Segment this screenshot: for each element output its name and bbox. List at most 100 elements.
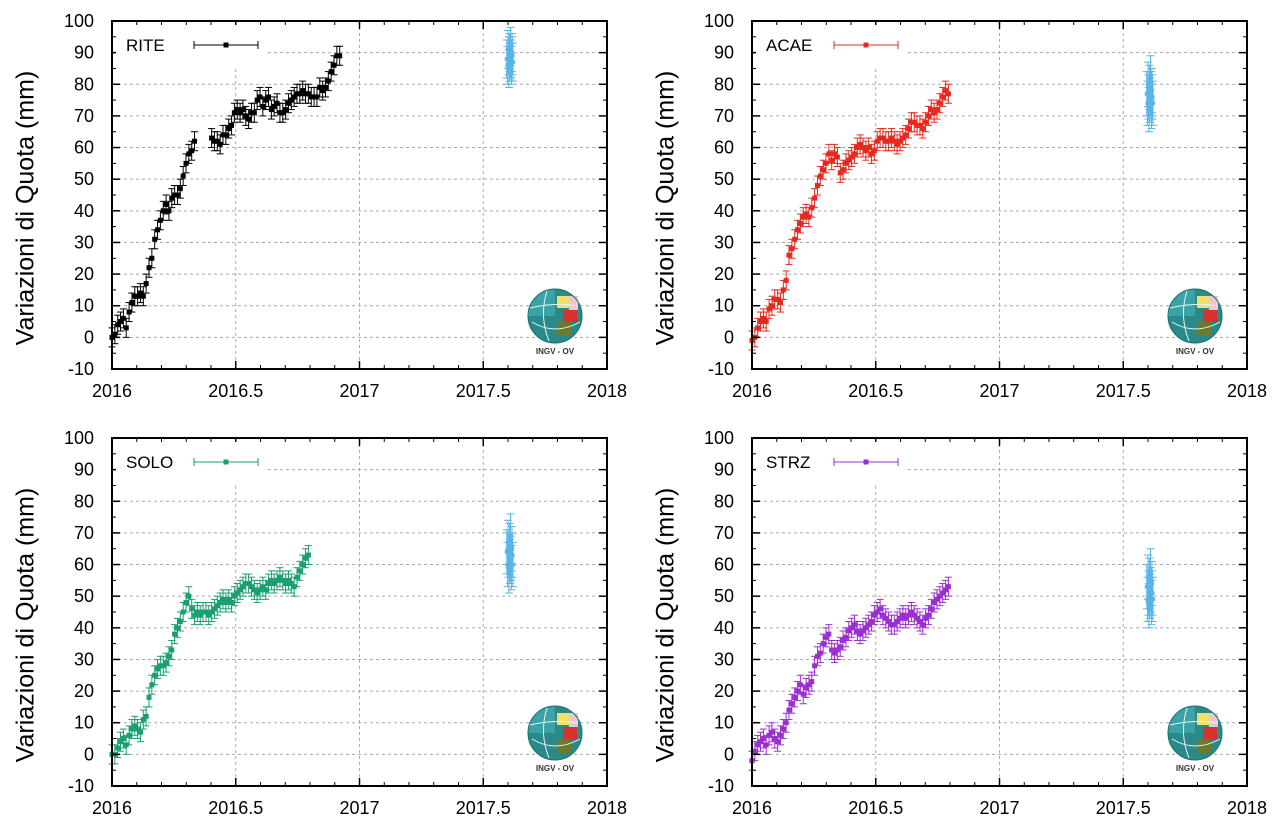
data-point	[132, 723, 138, 729]
data-point	[311, 94, 317, 100]
data-point	[783, 720, 789, 726]
series-recent	[1142, 548, 1157, 629]
logo-outline	[1167, 288, 1223, 344]
data-point	[186, 151, 192, 157]
data-point	[174, 192, 180, 198]
data-point	[277, 110, 283, 116]
data-point	[192, 612, 198, 618]
data-point	[829, 157, 835, 163]
data-point	[874, 609, 880, 615]
data-point	[766, 732, 772, 738]
y-tick-label: 90	[74, 43, 94, 63]
chart-strz: 2016 2016.5 2017 2017.5 2018 -10 0 10 20 30 40 50 60…	[704, 428, 1267, 818]
data-point	[760, 736, 766, 742]
data-point	[769, 303, 775, 309]
data-point	[906, 126, 912, 132]
data-point	[183, 600, 189, 606]
data-point	[220, 596, 226, 602]
data-point	[143, 281, 149, 287]
data-point	[900, 135, 906, 141]
data-point	[891, 622, 897, 628]
data-point	[229, 122, 235, 128]
y-tick-label: 60	[74, 138, 94, 158]
data-point	[758, 319, 764, 325]
data-point	[248, 110, 254, 116]
data-point	[285, 100, 291, 106]
data-point	[877, 606, 883, 612]
y-tick-label: -10	[708, 776, 734, 796]
data-point	[769, 729, 775, 735]
data-point	[923, 615, 929, 621]
y-tick-label: 90	[714, 43, 734, 63]
recent-data-point	[507, 559, 512, 564]
data-point	[280, 110, 286, 116]
data-point	[943, 88, 949, 94]
logo-segment	[563, 727, 577, 739]
data-point	[172, 631, 178, 637]
logo-segment	[528, 289, 555, 316]
y-tick-label: 80	[74, 74, 94, 94]
x-tick-label: 2016.5	[848, 381, 903, 401]
legend-label: RITE	[126, 36, 165, 55]
data-point	[294, 574, 300, 580]
data-point	[337, 53, 343, 59]
data-point	[317, 84, 323, 90]
logo-text: INGV - OV	[536, 764, 575, 773]
data-point	[308, 94, 314, 100]
legend-marker	[223, 42, 229, 48]
legend: STRZ	[756, 442, 906, 484]
data-point	[783, 277, 789, 283]
y-tick-label: 0	[84, 327, 94, 347]
data-point	[772, 736, 778, 742]
data-point	[777, 732, 783, 738]
data-point	[277, 574, 283, 580]
ticks: 2016 2016.5 2017 2017.5 2018 -10 0 10 20 30 40 50 60…	[704, 428, 1267, 818]
data-point	[322, 84, 328, 90]
data-point	[194, 609, 200, 615]
data-point	[886, 138, 892, 144]
logo-segment	[1197, 713, 1209, 725]
ticks: 2016 2016.5 2017 2017.5 2018 -10 0 10 20 30 40 50 60…	[64, 11, 627, 401]
data-point	[869, 618, 875, 624]
data-point	[291, 94, 297, 100]
recent-data-point	[504, 549, 509, 554]
logo-segment	[1203, 310, 1217, 322]
y-tick-label: 20	[74, 681, 94, 701]
series-recent	[502, 513, 517, 594]
data-point	[891, 138, 897, 144]
y-tick-label: 60	[714, 138, 734, 158]
y-tick-label: 30	[714, 232, 734, 252]
data-point	[260, 584, 266, 590]
data-point	[211, 606, 217, 612]
legend-marker	[863, 42, 869, 48]
y-tick-label: 80	[714, 491, 734, 511]
x-tick-label: 2018	[1227, 381, 1267, 401]
data-point	[271, 103, 277, 109]
data-point	[217, 600, 223, 606]
data-point	[772, 296, 778, 302]
data-point	[200, 609, 206, 615]
y-tick-label: 40	[714, 618, 734, 638]
data-point	[931, 110, 937, 116]
logo-segment	[1197, 739, 1211, 753]
data-point	[800, 691, 806, 697]
data-point	[897, 138, 903, 144]
data-point	[118, 739, 124, 745]
x-tick-label: 2017.5	[1096, 798, 1151, 818]
data-point	[209, 609, 215, 615]
logo-segment	[1168, 706, 1195, 733]
data-point	[251, 110, 257, 116]
y-tick-label: -10	[68, 776, 94, 796]
data-point	[274, 577, 280, 583]
data-point	[157, 663, 163, 669]
data-point	[843, 160, 849, 166]
data-point	[229, 600, 235, 606]
data-point	[214, 603, 220, 609]
chart-rite: 2016 2016.5 2017 2017.5 2018 -10 0 10 20 30 40 50 60…	[64, 11, 627, 401]
data-point	[917, 618, 923, 624]
data-point	[257, 587, 263, 593]
data-point	[334, 53, 340, 59]
data-point	[851, 622, 857, 628]
data-point	[294, 91, 300, 97]
data-point	[789, 701, 795, 707]
